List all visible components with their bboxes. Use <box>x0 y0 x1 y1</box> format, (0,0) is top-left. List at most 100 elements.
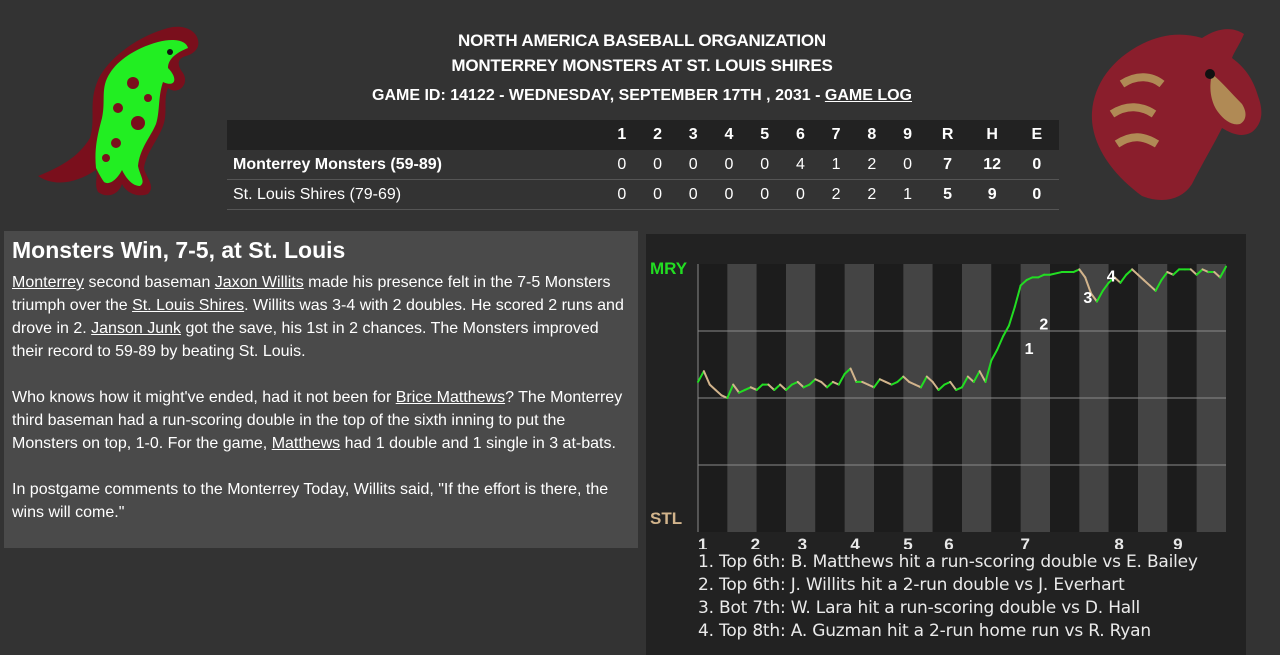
player-link[interactable]: Brice Matthews <box>395 389 506 406</box>
recap-paragraph: In postgame comments to the Monterrey To… <box>12 481 609 521</box>
wp-line-segment <box>743 386 752 391</box>
wp-line-segment <box>831 380 840 386</box>
table-row: St. Louis Shires (79-69) 0 0 0 0 0 0 2 2… <box>227 179 1059 210</box>
inning-header: 9 <box>889 120 926 150</box>
wp-line-segment <box>1107 276 1116 284</box>
x-tick-label: 2 <box>751 535 760 549</box>
wp-line-segment <box>972 370 981 383</box>
wp-line-segment <box>1219 265 1227 279</box>
player-link[interactable]: Janson Junk <box>91 320 181 337</box>
inning-score: 2 <box>818 179 854 210</box>
recap-text: ? The Monterrey third baseman had a run-… <box>12 389 623 452</box>
wp-line-segment <box>1095 289 1104 303</box>
game-log-link[interactable]: GAME LOG <box>824 87 912 104</box>
inning-score: 0 <box>639 179 676 210</box>
wp-line-segment <box>1166 271 1175 276</box>
wp-line-segment <box>1201 268 1210 274</box>
wp-line-segment <box>767 383 776 391</box>
wp-line-segment <box>779 383 787 391</box>
wp-line-segment <box>925 375 934 383</box>
inning-score: 0 <box>746 150 783 180</box>
key-plays-list: 1. Top 6th: B. Matthews hit a run-scorin… <box>698 551 1198 643</box>
wp-line-segment <box>878 378 887 383</box>
inning-score: 0 <box>639 150 676 180</box>
league-title: NORTH AMERICA BASEBALL ORGANIZATION <box>458 31 826 50</box>
inning-score: 0 <box>675 150 712 180</box>
wp-line-segment <box>896 375 905 383</box>
wp-line-segment <box>1019 279 1028 287</box>
recap-text: Who knows how it might've ended, had it … <box>12 389 396 406</box>
key-play-note: 3. Bot 7th: W. Lara hit a run-scoring do… <box>698 598 1141 618</box>
wp-line-segment <box>749 386 758 391</box>
inning-header: 8 <box>853 120 890 150</box>
wp-line-segment <box>1084 276 1093 295</box>
x-tick-label: 6 <box>944 535 953 549</box>
inning-score: 0 <box>711 179 747 210</box>
wp-line-segment <box>1013 284 1022 308</box>
wp-line-segment <box>1189 268 1198 276</box>
hits-total: 12 <box>969 150 1015 180</box>
runs-header: R <box>925 120 970 150</box>
inning-score: 1 <box>818 150 854 180</box>
wp-line-segment <box>1160 271 1169 282</box>
wp-line-segment <box>1072 268 1081 274</box>
key-play-marker: 3 <box>1083 290 1092 307</box>
game-header: NORTH AMERICA BASEBALL ORGANIZATION MONT… <box>300 28 984 106</box>
inning-header: 5 <box>746 120 783 150</box>
wp-line-segment <box>808 378 817 386</box>
wp-line-segment <box>1002 324 1010 338</box>
key-play-note: 4. Top 8th: A. Guzman hit a 2-run home r… <box>698 621 1151 641</box>
wp-line-segment <box>873 378 881 389</box>
wp-line-segment <box>937 383 946 391</box>
wp-line-segment <box>914 383 922 389</box>
wp-line-segment <box>785 383 793 391</box>
horse-head-logo <box>1091 29 1262 200</box>
wp-line-segment <box>966 375 975 383</box>
inning-score: 0 <box>782 179 819 210</box>
wp-line-segment <box>802 383 811 389</box>
x-tick-label: 7 <box>1021 535 1030 549</box>
wp-line-segment <box>1078 268 1087 279</box>
box-score-table: 1 2 3 4 5 6 7 8 9 R H E Monterrey Monste… <box>227 120 1059 210</box>
wp-line-segment <box>1125 268 1134 276</box>
wp-line-segment <box>1142 279 1151 287</box>
wp-line-segment <box>843 367 852 375</box>
wp-line-segment <box>1113 276 1122 284</box>
inning-score: 2 <box>853 179 890 210</box>
wp-line-segment <box>720 394 729 399</box>
player-link[interactable]: Jaxon Willits <box>214 274 304 291</box>
team-link[interactable]: St. Louis Shires <box>132 297 245 314</box>
wp-line-segment <box>1119 273 1128 284</box>
inning-header: 2 <box>639 120 676 150</box>
player-link[interactable]: Matthews <box>271 435 341 452</box>
hits-header: H <box>969 120 1015 150</box>
wp-line-segment <box>1137 273 1145 282</box>
x-tick-label: 9 <box>1173 535 1182 549</box>
team-column-header <box>227 120 604 150</box>
recap-paragraph: Who knows how it might've ended, had it … <box>12 386 630 455</box>
wp-line-segment <box>826 380 834 389</box>
inning-score: 0 <box>603 150 640 180</box>
runs-total: 7 <box>925 150 970 180</box>
game-info: GAME ID: 14122 - WEDNESDAY, SEPTEMBER 17… <box>300 86 984 106</box>
wp-line-segment <box>984 359 993 383</box>
wp-line-segment <box>955 386 963 391</box>
wp-line-segment <box>867 383 875 389</box>
x-tick-label: 3 <box>798 535 807 549</box>
wp-line-segment <box>1025 276 1034 282</box>
inning-header: 6 <box>782 120 819 150</box>
team-name: St. Louis Shires (79-69) <box>227 179 604 210</box>
table-row: Monterrey Monsters (59-89) 0 0 0 0 0 4 1… <box>227 150 1059 180</box>
x-tick-label: 5 <box>903 535 912 549</box>
team-link[interactable]: Monterrey <box>12 274 85 291</box>
x-tick-label: 1 <box>698 535 707 549</box>
wp-line-segment <box>738 388 746 394</box>
recap-text: got the save, his 1st in 2 chances. The … <box>12 320 599 360</box>
recap-paragraph: Monterrey second baseman Jaxon Willits m… <box>12 271 630 363</box>
wp-line-segment <box>996 335 1005 351</box>
wp-line-segment <box>708 383 717 391</box>
matchup-title: MONTERREY MONSTERS AT ST. LOUIS SHIRES <box>451 56 833 75</box>
inning-score: 1 <box>889 179 926 210</box>
wp-line-segment <box>1101 281 1110 292</box>
